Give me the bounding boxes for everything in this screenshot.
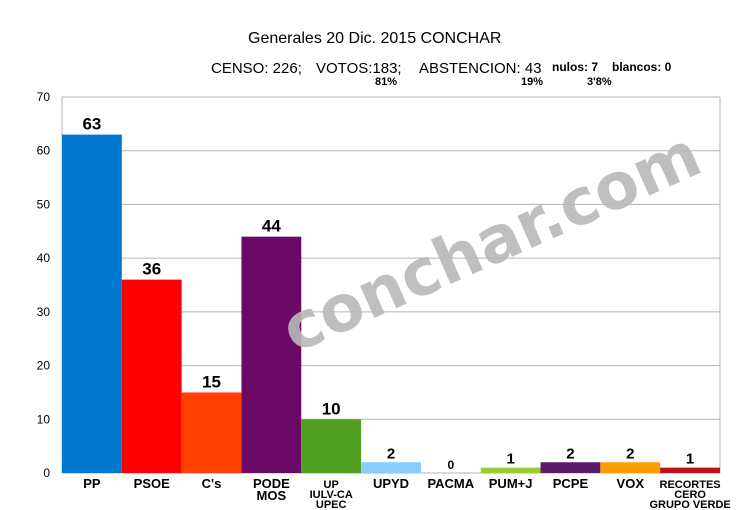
value-label: 1 (686, 451, 694, 468)
abstencion-percent: 19% (521, 76, 544, 88)
nulos-percent: 3'8% (587, 76, 612, 88)
votos-label: VOTOS:183; (316, 60, 402, 77)
bar (241, 236, 302, 473)
category-label: UP IULV-CA UPEC (310, 479, 353, 510)
watermark-text: conchar.com (271, 118, 712, 368)
category-label: PP (83, 476, 101, 491)
bar (361, 462, 421, 473)
y-tick-label: 50 (37, 197, 51, 211)
value-label: 36 (142, 260, 161, 279)
abstencion-label: ABSTENCION: 43 (419, 60, 542, 77)
chart-title: Generales 20 Dic. 2015 CONCHAR (248, 30, 502, 47)
censo-label: CENSO: 226; (211, 60, 302, 77)
category-label: PODE MOS (253, 476, 290, 503)
value-label: 0 (447, 458, 454, 472)
bar (181, 392, 242, 473)
y-tick-label: 20 (37, 359, 51, 373)
value-label: 2 (626, 445, 634, 462)
bar (660, 467, 720, 473)
category-label: PSOE (134, 476, 170, 491)
nulos-label: nulos: 7 (552, 60, 599, 74)
value-label: 10 (322, 399, 341, 418)
y-tick-label: 30 (37, 305, 51, 319)
y-tick-label: 0 (43, 466, 50, 480)
value-labels: 63 36 15 44 10 2 0 1 2 2 1 (82, 115, 694, 472)
bar (301, 419, 362, 473)
value-label: 2 (387, 445, 395, 462)
bar (121, 279, 182, 473)
category-label: UPYD (373, 476, 409, 491)
y-tick-label: 10 (37, 412, 51, 426)
bar (540, 462, 601, 473)
category-label: C's (202, 476, 222, 491)
category-label: PACMA (427, 476, 474, 491)
category-label: VOX (617, 476, 645, 491)
value-label: 15 (202, 372, 221, 391)
bars (62, 134, 720, 473)
y-tick-label: 70 (37, 90, 51, 104)
category-label: PCPE (553, 476, 589, 491)
bar (600, 462, 661, 473)
value-label: 2 (566, 445, 574, 462)
category-label: PUM+J (489, 476, 533, 491)
y-tick-label: 60 (37, 144, 51, 158)
bar (62, 134, 122, 473)
category-label: RECORTES CERO GRUPO VERDE (649, 479, 730, 510)
value-label: 1 (506, 451, 514, 468)
y-tick-label: 40 (37, 251, 51, 265)
bar (480, 467, 541, 473)
blancos-label: blancos: 0 (612, 60, 672, 74)
value-label: 44 (262, 217, 281, 236)
category-labels: PP PSOE C's PODE MOS UP IULV-CA UPEC UPYD PACMA PU… (83, 476, 731, 510)
votos-percent: 81% (375, 76, 398, 88)
value-label: 63 (82, 115, 101, 134)
